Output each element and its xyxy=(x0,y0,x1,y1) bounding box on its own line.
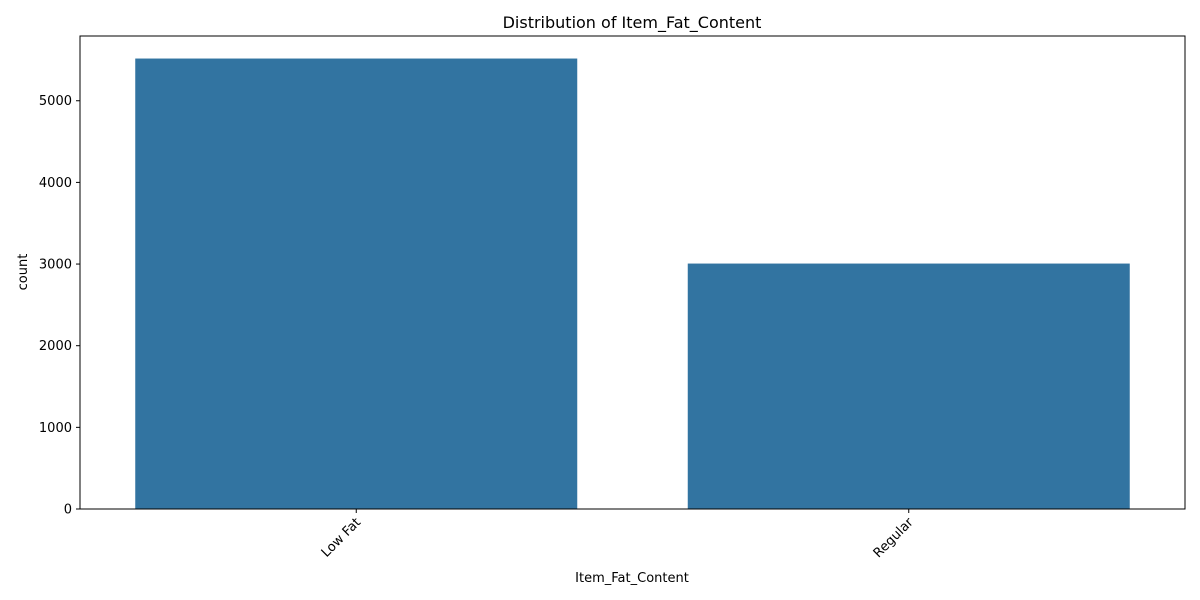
x-axis-title: Item_Fat_Content xyxy=(575,571,689,586)
chart-title: Distribution of Item_Fat_Content xyxy=(503,13,762,33)
y-tick-label: 0 xyxy=(64,503,72,518)
y-tick-label: 2000 xyxy=(39,339,72,354)
bar-low-fat xyxy=(135,58,578,510)
y-tick-label: 4000 xyxy=(39,176,72,191)
plot-frame xyxy=(79,35,1186,510)
bars-group xyxy=(135,58,1130,510)
y-tick-label: 3000 xyxy=(39,258,72,273)
bar-regular xyxy=(687,263,1130,509)
y-tick-label: 1000 xyxy=(39,421,72,436)
y-axis: 0 1000 2000 3000 4000 5000 xyxy=(39,94,80,518)
y-axis-title: count xyxy=(16,254,31,291)
y-tick-label: 5000 xyxy=(39,94,72,109)
